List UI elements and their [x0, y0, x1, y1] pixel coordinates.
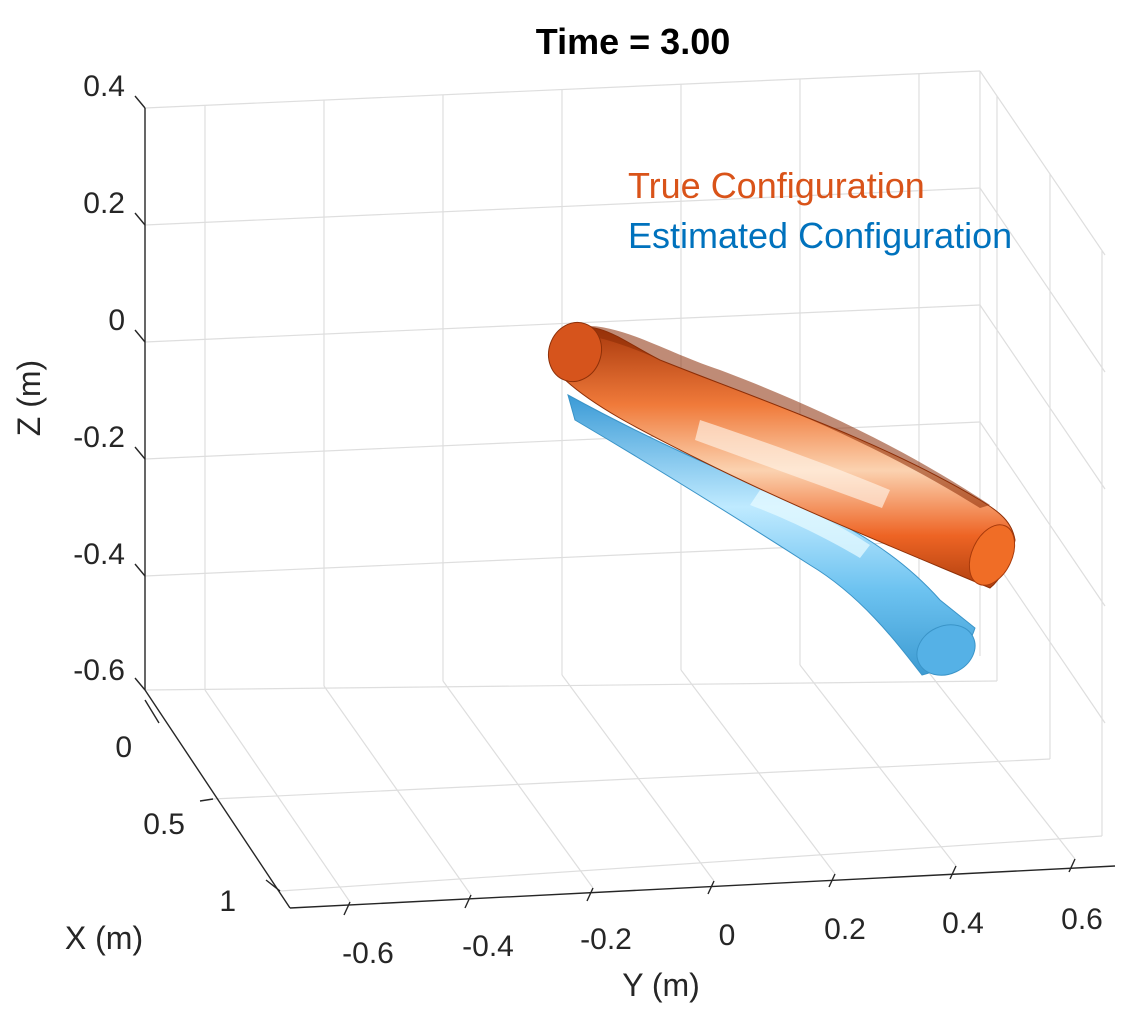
z-tick-label: -0.6 — [73, 654, 125, 687]
x-ticks: 0 0.5 1 — [115, 699, 281, 918]
y-tick-label: -0.4 — [462, 930, 514, 963]
z-tick-mark — [134, 677, 146, 691]
legend: True Configuration Estimated Configurati… — [628, 165, 1012, 256]
y-tick-label: -0.6 — [342, 937, 394, 970]
z-tick-mark — [134, 95, 146, 109]
grid-right-z-0.2 — [979, 187, 1106, 373]
true-tube-end-cap — [968, 524, 1016, 586]
z-tick-label: -0.4 — [73, 538, 125, 571]
y-tick-mark — [828, 873, 836, 888]
y-tick-label: 0.2 — [824, 913, 866, 946]
x-tick-label: 0 — [115, 731, 132, 764]
x-tick-label: 0.5 — [143, 808, 185, 841]
y-tick-mark — [586, 887, 594, 902]
estimated-tube-end-cap — [916, 624, 976, 676]
y-tick-label: 0.4 — [942, 907, 984, 940]
z-tick-label: 0.2 — [83, 187, 125, 220]
y-axis-label: Y (m) — [622, 967, 700, 1003]
grid-floor-y-0.2 — [680, 669, 836, 875]
grid-floor-y-0.4 — [799, 664, 957, 867]
z-tick-mark — [134, 212, 146, 226]
chart-title: Time = 3.00 — [536, 21, 730, 62]
z-tick-mark — [134, 446, 146, 460]
y-tick-label: -0.2 — [580, 923, 632, 956]
z-tick-mark — [134, 563, 146, 577]
axis-lines — [144, 108, 1116, 909]
grid-right-z-0.4 — [979, 70, 1106, 256]
grid-floor-y-m0.6 — [204, 689, 351, 903]
y-tick-mark — [1068, 858, 1076, 873]
true-tube-start-cap — [548, 321, 602, 383]
true-tube-highlight — [695, 420, 890, 508]
grid-floor-y-m0.4 — [323, 685, 472, 896]
grid-right-z-m0.2 — [979, 421, 1106, 607]
grid-floor-x-0 — [144, 680, 998, 691]
y-tick-label: 0.6 — [1061, 903, 1103, 936]
grid-floor-x-0.5 — [212, 758, 1051, 800]
y-axis-line — [289, 865, 1116, 909]
x-tick-mark — [144, 699, 160, 724]
true-configuration-surface — [548, 321, 1016, 589]
x-axis-line — [144, 689, 291, 909]
z-tick-label: 0.4 — [83, 70, 125, 103]
estimated-tube-highlight — [750, 490, 870, 558]
x-axis-label: X (m) — [65, 920, 143, 956]
y-tick-mark — [707, 880, 715, 895]
grid-back-z-0.4 — [144, 70, 981, 109]
z-axis-label: Z (m) — [11, 360, 47, 436]
x-tick-label: 1 — [219, 885, 236, 918]
y-tick-mark — [464, 894, 472, 909]
z-tick-mark — [134, 329, 146, 343]
y-ticks: -0.6 -0.4 -0.2 0 0.2 0.4 0.6 — [342, 858, 1103, 970]
right-wall-grid — [979, 70, 1106, 836]
grid-floor-y-0 — [561, 674, 715, 882]
legend-true-configuration: True Configuration — [628, 165, 925, 206]
y-tick-mark — [343, 901, 351, 916]
y-tick-mark — [949, 865, 957, 880]
grid-floor-y-m0.2 — [442, 680, 594, 889]
legend-estimated-configuration: Estimated Configuration — [628, 215, 1012, 256]
floor-grid — [144, 659, 1103, 903]
grid-floor-y-0.6 — [918, 659, 1076, 860]
y-tick-label: 0 — [719, 919, 736, 952]
grid-right-z-0 — [979, 304, 1106, 490]
z-tick-label: -0.2 — [73, 421, 125, 454]
grid-floor-x-1 — [279, 835, 1103, 892]
z-ticks: 0.4 0.2 0 -0.2 -0.4 -0.6 — [73, 70, 146, 691]
x-tick-mark — [265, 879, 281, 892]
x-tick-mark — [199, 798, 214, 802]
z-tick-label: 0 — [108, 304, 125, 337]
